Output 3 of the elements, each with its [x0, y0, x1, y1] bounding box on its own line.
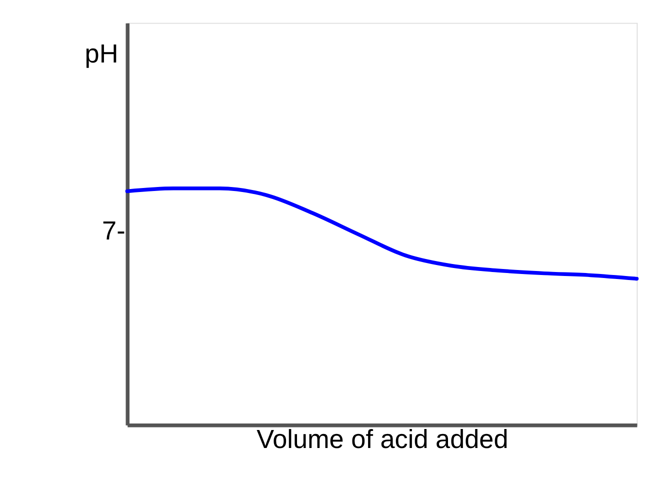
text: 7-: [102, 215, 126, 246]
y-axis-title: pH: [84, 38, 118, 69]
x-axis-title: Volume of acid added: [256, 424, 508, 454]
